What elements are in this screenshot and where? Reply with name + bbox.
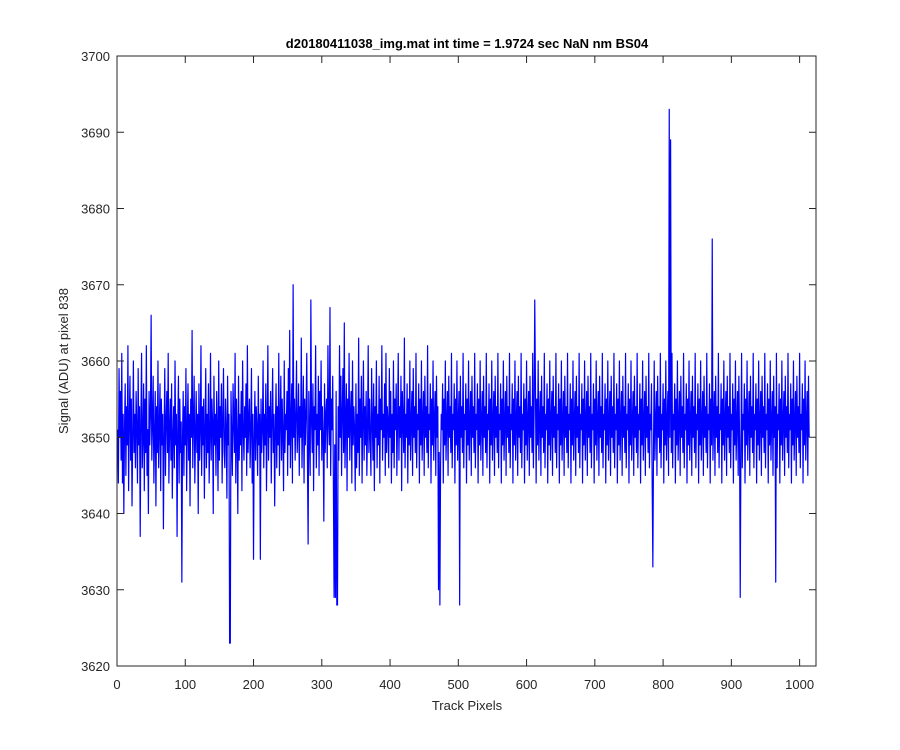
x-tick-label: 0 <box>113 677 120 692</box>
y-tick-label: 3670 <box>81 278 110 293</box>
y-tick-label: 3630 <box>81 583 110 598</box>
x-tick-label: 900 <box>721 677 743 692</box>
y-tick-label: 3700 <box>81 49 110 64</box>
x-tick-label: 700 <box>584 677 606 692</box>
x-tick-label: 600 <box>516 677 538 692</box>
x-tick-label: 400 <box>379 677 401 692</box>
x-axis-label: Track Pixels <box>432 698 503 713</box>
y-tick-label: 3640 <box>81 507 110 522</box>
x-tick-label: 500 <box>447 677 469 692</box>
x-tick-label: 800 <box>652 677 674 692</box>
y-tick-label: 3620 <box>81 659 110 674</box>
y-tick-label: 3690 <box>81 125 110 140</box>
y-tick-label: 3660 <box>81 354 110 369</box>
y-axis-label: Signal (ADU) at pixel 838 <box>56 288 71 434</box>
series-line-0 <box>117 108 810 644</box>
x-tick-label: 300 <box>311 677 333 692</box>
x-tick-label: 200 <box>243 677 265 692</box>
y-tick-label: 3650 <box>81 430 110 445</box>
chart-title: d20180411038_img.mat int time = 1.9724 s… <box>286 36 649 51</box>
x-tick-label: 1000 <box>785 677 814 692</box>
plot-area: 0 100 200 300 400 500 600 700 800 900 1000 3620 3630… <box>81 49 817 692</box>
y-tick-label: 3680 <box>81 202 110 217</box>
x-tick-label: 100 <box>174 677 196 692</box>
